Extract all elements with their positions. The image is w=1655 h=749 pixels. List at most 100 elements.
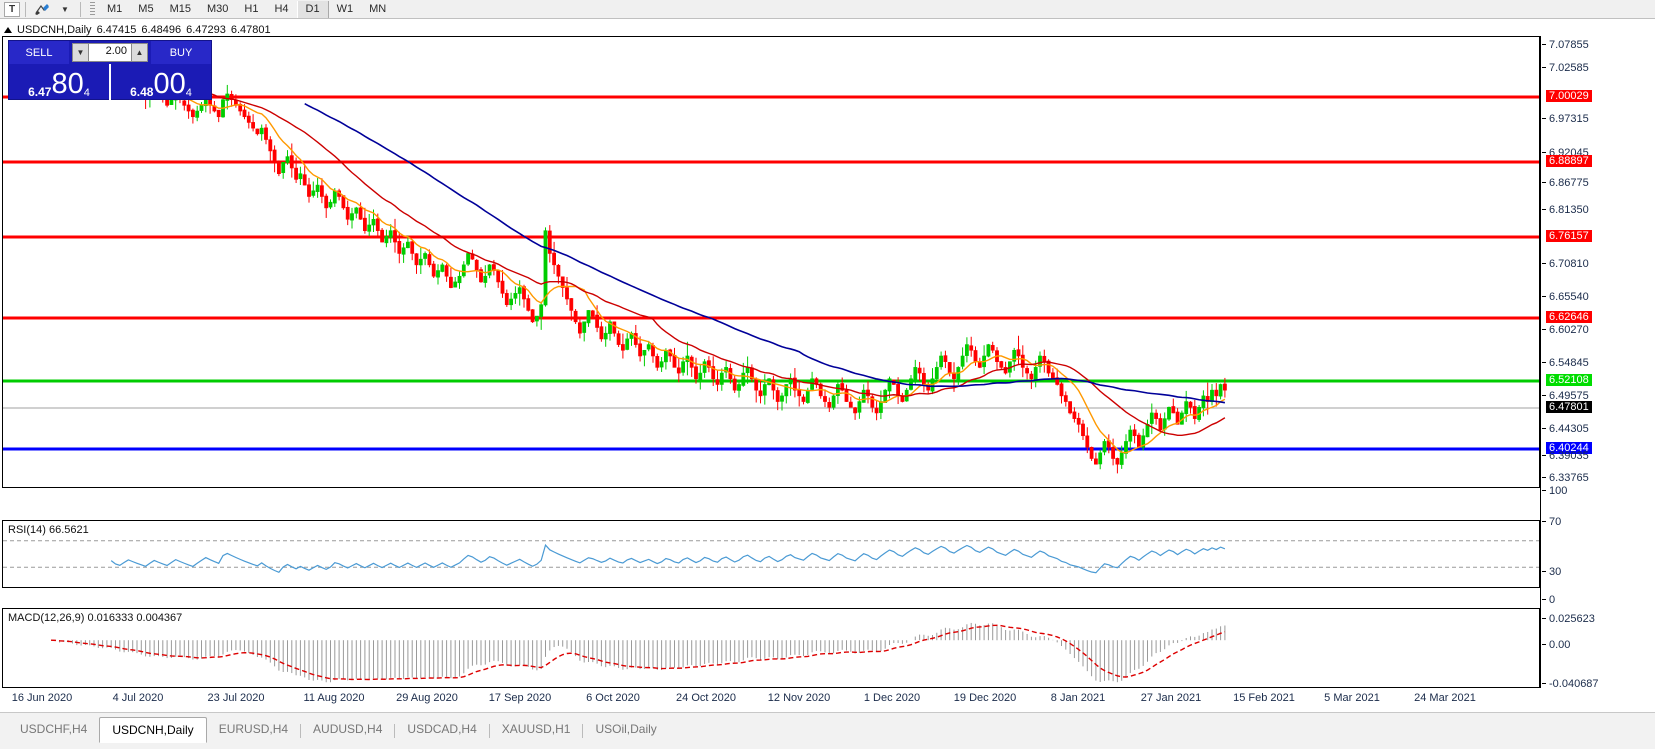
date-label: 19 Dec 2020 xyxy=(953,692,1017,704)
date-label: 24 Oct 2020 xyxy=(676,692,736,704)
axis-tick xyxy=(1542,521,1546,522)
axis-tick xyxy=(1542,118,1546,119)
sell-price-sup: 4 xyxy=(83,87,90,99)
toolbar-grip[interactable] xyxy=(90,1,95,17)
main-toolbar: T ▼ M1 M5 M15 M30 H1 H4 D1 W1 MN xyxy=(0,0,1655,19)
rsi-indicator-pane[interactable] xyxy=(2,520,1540,588)
sell-price[interactable]: 6.47 80 4 xyxy=(9,64,109,100)
timeframe-m30[interactable]: M30 xyxy=(206,3,229,15)
price-axis-label-6.76157: 6.76157 xyxy=(1546,230,1592,242)
drawing-objects-icon[interactable] xyxy=(31,1,53,18)
one-click-trading-panel[interactable]: SELL ▼ 2.00 ▲ BUY 6.47 80 4 6.48 00 4 xyxy=(8,40,212,100)
axis-tick xyxy=(1542,263,1546,264)
chart-tab-usdcad-h4[interactable]: USDCAD,H4 xyxy=(407,722,477,736)
axis-tick xyxy=(1542,571,1546,572)
timeframe-m1[interactable]: M1 xyxy=(107,3,123,15)
window-corner xyxy=(1641,0,1655,19)
price-axis-label-6.40244: 6.40244 xyxy=(1546,442,1592,454)
candlestick-series xyxy=(49,44,1227,474)
macd-indicator-pane[interactable] xyxy=(2,608,1540,688)
rsi-title: RSI(14) 66.5621 xyxy=(8,524,89,536)
spinner-up-icon[interactable]: ▲ xyxy=(131,43,148,62)
rsi-axis-label-30: 30 xyxy=(1542,566,1561,578)
macd-signal-line xyxy=(50,624,1226,681)
chart-symbol-label: USDCNH,Daily xyxy=(17,24,92,36)
volume-stepper[interactable]: ▼ 2.00 ▲ xyxy=(72,43,148,62)
chart-marker-icon xyxy=(4,27,12,33)
timeframe-d1[interactable]: D1 xyxy=(296,0,329,18)
date-label: 1 Dec 2020 xyxy=(863,692,921,704)
chart-tab-eurusd-h4[interactable]: EURUSD,H4 xyxy=(218,722,289,736)
axis-tick xyxy=(1542,599,1546,600)
axis-tick xyxy=(1542,152,1546,153)
crosshair-text-icon[interactable]: T xyxy=(4,1,20,17)
price-axis-label-6.39035: 6.39035 xyxy=(1542,450,1589,462)
axis-tick xyxy=(1542,455,1546,456)
moving-average-60 xyxy=(304,102,1226,404)
macd-title: MACD(12,26,9) 0.016333 0.004367 xyxy=(8,612,183,624)
timeframe-h1[interactable]: H1 xyxy=(244,3,259,15)
toolbar-divider xyxy=(25,1,26,17)
date-label: 8 Jan 2021 xyxy=(1050,692,1106,704)
trade-panel-prices: 6.47 80 4 6.48 00 4 xyxy=(9,64,211,100)
quote-high: 6.48496 xyxy=(141,24,182,36)
axis-tick xyxy=(1542,618,1546,619)
price-axis-label-7.00029: 7.00029 xyxy=(1546,90,1592,102)
price-axis-label-6.52108: 6.52108 xyxy=(1546,374,1592,386)
price-axis-label-6.81350: 6.81350 xyxy=(1542,204,1589,216)
axis-tick xyxy=(1542,477,1546,478)
timeframe-bar: M1 M5 M15 M30 H1 H4 D1 W1 MN xyxy=(99,0,394,18)
chart-tabs-bar: USDCHF,H4 USDCNH,Daily EURUSD,H4 AUDUSD,H4 U… xyxy=(0,712,1655,749)
date-label: 12 Nov 2020 xyxy=(767,692,831,704)
price-axis-label-6.60270: 6.60270 xyxy=(1542,324,1589,336)
price-axis[interactable]: 7.07855 7.02585 7.00029 6.97315 6.92045 6.888… xyxy=(1540,36,1655,690)
spinner-down-icon[interactable]: ▼ xyxy=(72,43,89,62)
buy-price-prefix: 6.48 xyxy=(130,85,154,99)
rsi-axis-label-70: 70 xyxy=(1542,516,1561,528)
timeframe-mn[interactable]: MN xyxy=(369,3,387,15)
rsi-line xyxy=(110,543,1226,574)
date-label: 23 Jul 2020 xyxy=(207,692,265,704)
date-label: 16 Jun 2020 xyxy=(11,692,73,704)
timeframe-w1[interactable]: W1 xyxy=(336,3,354,15)
moving-average-10 xyxy=(89,61,1226,454)
sell-button[interactable]: SELL xyxy=(9,41,69,64)
date-label: 4 Jul 2020 xyxy=(112,692,164,704)
buy-price[interactable]: 6.48 00 4 xyxy=(109,64,211,100)
price-chart-pane[interactable] xyxy=(2,36,1540,488)
price-axis-label-7.02585: 7.02585 xyxy=(1542,62,1589,74)
chart-tab-usdchf-h4[interactable]: USDCHF,H4 xyxy=(20,722,88,736)
quote-open: 6.47415 xyxy=(96,24,137,36)
chevron-down-icon[interactable]: ▼ xyxy=(61,4,69,14)
chart-tab-xauusd-h1[interactable]: XAUUSD,H1 xyxy=(501,722,571,736)
price-axis-label-6.97315: 6.97315 xyxy=(1542,113,1589,125)
price-axis-label-6.54845: 6.54845 xyxy=(1542,357,1589,369)
macd-histogram xyxy=(54,622,1226,683)
toolbar-divider-2 xyxy=(80,1,81,17)
chart-tab-usoil-daily[interactable]: USOil,Daily xyxy=(595,722,657,736)
axis-tick xyxy=(1542,428,1546,429)
price-axis-label-6.65540: 6.65540 xyxy=(1542,291,1589,303)
buy-price-sup: 4 xyxy=(185,87,192,99)
timeframe-h4[interactable]: H4 xyxy=(274,3,289,15)
quote-close: 6.47801 xyxy=(230,24,271,36)
macd-chart-svg xyxy=(50,622,1226,683)
timeframe-m15[interactable]: M15 xyxy=(169,3,191,15)
price-axis-label-6.49575: 6.49575 xyxy=(1542,390,1589,402)
chart-tab-usdcnh-daily[interactable]: USDCNH,Daily xyxy=(99,717,207,743)
buy-button[interactable]: BUY xyxy=(151,41,211,64)
rsi-chart-svg xyxy=(3,540,1539,574)
chart-quote-line: USDCNH,Daily 6.47415 6.48496 6.47293 6.4… xyxy=(4,24,271,36)
price-axis-label-6.47801: 6.47801 xyxy=(1546,401,1592,413)
tab-divider xyxy=(394,724,396,738)
axis-tick xyxy=(1542,182,1546,183)
trade-panel-controls: SELL ▼ 2.00 ▲ BUY xyxy=(9,41,211,64)
volume-input[interactable]: 2.00 xyxy=(89,43,131,62)
axis-tick xyxy=(1542,296,1546,297)
axis-tick xyxy=(1542,490,1546,491)
date-axis: 16 Jun 2020 4 Jul 2020 23 Jul 2020 11 Aug 2… xyxy=(2,690,1540,708)
macd-axis-label--0.040687: -0.040687 xyxy=(1542,678,1599,690)
price-axis-label-6.62646: 6.62646 xyxy=(1546,311,1592,323)
chart-tab-audusd-h4[interactable]: AUDUSD,H4 xyxy=(313,722,383,736)
timeframe-m5[interactable]: M5 xyxy=(138,3,154,15)
